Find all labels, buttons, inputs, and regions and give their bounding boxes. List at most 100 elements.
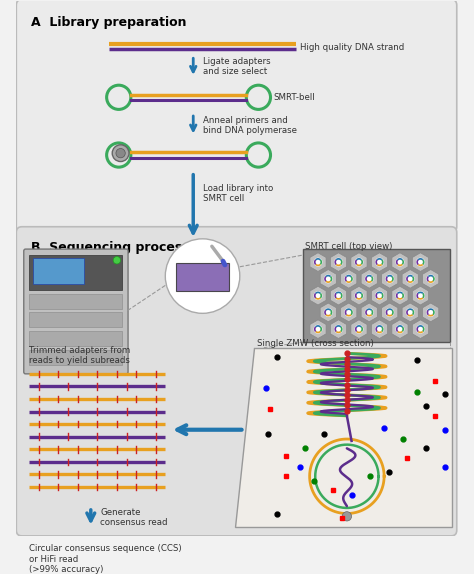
- Circle shape: [313, 258, 322, 266]
- Polygon shape: [330, 320, 346, 339]
- Polygon shape: [351, 320, 367, 339]
- Text: SMRT-bell: SMRT-bell: [273, 93, 315, 102]
- Polygon shape: [402, 270, 418, 288]
- Wedge shape: [356, 325, 362, 327]
- Circle shape: [355, 291, 364, 300]
- Wedge shape: [375, 326, 378, 332]
- Wedge shape: [396, 259, 398, 265]
- Wedge shape: [392, 309, 394, 315]
- Text: Circular consensus sequence (CCS)
or HiFi read
(>99% accuracy): Circular consensus sequence (CCS) or HiF…: [29, 544, 182, 574]
- Circle shape: [342, 511, 352, 521]
- Wedge shape: [340, 293, 343, 298]
- Circle shape: [365, 274, 374, 284]
- Circle shape: [112, 145, 129, 161]
- Circle shape: [344, 308, 353, 317]
- FancyBboxPatch shape: [16, 0, 457, 232]
- Wedge shape: [330, 309, 332, 315]
- Polygon shape: [423, 303, 439, 321]
- Wedge shape: [376, 264, 383, 266]
- Wedge shape: [375, 293, 378, 298]
- Polygon shape: [412, 320, 428, 339]
- Wedge shape: [361, 259, 363, 265]
- Wedge shape: [336, 325, 341, 327]
- Wedge shape: [407, 275, 413, 277]
- Circle shape: [355, 258, 364, 266]
- Wedge shape: [397, 325, 403, 327]
- Wedge shape: [428, 281, 434, 283]
- Wedge shape: [375, 259, 378, 265]
- Polygon shape: [392, 253, 408, 272]
- Polygon shape: [341, 303, 357, 321]
- Wedge shape: [376, 297, 383, 300]
- Wedge shape: [418, 297, 423, 300]
- Wedge shape: [346, 275, 352, 277]
- Wedge shape: [356, 297, 362, 300]
- Wedge shape: [387, 281, 392, 283]
- Wedge shape: [397, 292, 403, 294]
- Wedge shape: [355, 326, 357, 332]
- Wedge shape: [340, 259, 343, 265]
- Circle shape: [385, 274, 394, 284]
- Wedge shape: [314, 326, 316, 332]
- Wedge shape: [325, 308, 331, 311]
- Wedge shape: [432, 309, 435, 315]
- Wedge shape: [381, 326, 383, 332]
- Wedge shape: [314, 293, 316, 298]
- Circle shape: [324, 308, 333, 317]
- Wedge shape: [356, 264, 362, 266]
- Wedge shape: [365, 309, 367, 315]
- Polygon shape: [330, 286, 346, 305]
- Circle shape: [395, 291, 404, 300]
- Wedge shape: [397, 258, 403, 261]
- Polygon shape: [412, 253, 428, 272]
- Wedge shape: [406, 309, 409, 315]
- Wedge shape: [422, 259, 425, 265]
- Wedge shape: [366, 275, 372, 277]
- Polygon shape: [402, 303, 418, 321]
- Wedge shape: [376, 325, 383, 327]
- Circle shape: [313, 291, 322, 300]
- Wedge shape: [334, 326, 337, 332]
- Wedge shape: [422, 293, 425, 298]
- Polygon shape: [372, 286, 388, 305]
- Wedge shape: [315, 258, 321, 261]
- Wedge shape: [386, 276, 388, 282]
- Wedge shape: [355, 293, 357, 298]
- Circle shape: [165, 239, 240, 313]
- Circle shape: [406, 308, 415, 317]
- Wedge shape: [396, 293, 398, 298]
- Bar: [303, 249, 450, 342]
- Wedge shape: [406, 276, 409, 282]
- Wedge shape: [428, 308, 434, 311]
- Wedge shape: [336, 264, 341, 266]
- Text: B  Sequencing process: B Sequencing process: [31, 241, 190, 254]
- Wedge shape: [320, 293, 322, 298]
- Polygon shape: [372, 320, 388, 339]
- Wedge shape: [346, 308, 352, 311]
- Wedge shape: [428, 314, 434, 316]
- Wedge shape: [401, 326, 404, 332]
- Wedge shape: [371, 309, 374, 315]
- Wedge shape: [418, 325, 423, 327]
- Wedge shape: [315, 331, 321, 333]
- Wedge shape: [427, 309, 429, 315]
- Text: Generate
consensus read: Generate consensus read: [100, 507, 168, 527]
- Polygon shape: [341, 270, 357, 288]
- Wedge shape: [315, 292, 321, 294]
- Wedge shape: [418, 258, 423, 261]
- Circle shape: [355, 325, 364, 333]
- Wedge shape: [396, 326, 398, 332]
- Wedge shape: [397, 297, 403, 300]
- Text: Anneal primers and
bind DNA polymerase: Anneal primers and bind DNA polymerase: [202, 115, 297, 135]
- Wedge shape: [314, 259, 316, 265]
- Circle shape: [385, 308, 394, 317]
- Polygon shape: [330, 253, 346, 272]
- Wedge shape: [366, 308, 372, 311]
- Wedge shape: [387, 275, 392, 277]
- Bar: [176, 263, 228, 291]
- Wedge shape: [376, 258, 383, 261]
- Polygon shape: [392, 286, 408, 305]
- Polygon shape: [382, 303, 398, 321]
- Polygon shape: [361, 270, 377, 288]
- FancyBboxPatch shape: [24, 249, 128, 374]
